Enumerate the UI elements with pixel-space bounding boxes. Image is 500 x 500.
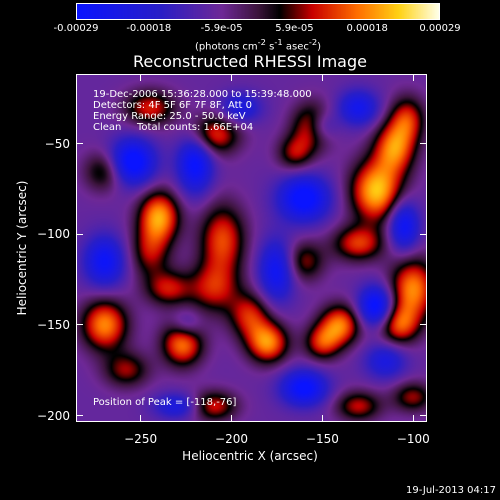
info-time-range: 19-Dec-2006 15:36:28.000 to 15:39:48.000 xyxy=(93,89,312,100)
y-tick-mark xyxy=(77,143,83,145)
x-tick-mark xyxy=(321,415,323,421)
y-tick-mark xyxy=(77,415,83,417)
colorbar-units: (photons cm-2 s-1 asec-2) xyxy=(194,37,322,53)
y-tick-mark xyxy=(77,233,83,235)
x-tick-label: −250 xyxy=(124,432,158,446)
info-peak-position: Position of Peak = [-118,-76] xyxy=(93,397,237,408)
colorbar-tick-label: 0.00018 xyxy=(346,23,388,34)
plot-area: 19-Dec-2006 15:36:28.000 to 15:39:48.000… xyxy=(76,74,427,422)
x-tick-mark xyxy=(412,415,414,421)
x-tick-mark xyxy=(231,75,232,81)
x-tick-label: −150 xyxy=(305,432,339,446)
y-tick-label: −50 xyxy=(44,136,70,151)
y-tick-label: −200 xyxy=(37,408,70,423)
info-clean: Clean xyxy=(93,122,122,133)
info-total-counts: Total counts: 1.66E+04 xyxy=(137,122,254,133)
colorbar-tick-label: -0.00029 xyxy=(53,23,99,34)
y-tick-label: −150 xyxy=(37,317,70,332)
colorbar-tick-label: 5.9e-05 xyxy=(275,23,314,34)
x-tick-mark xyxy=(231,415,232,421)
x-tick-mark xyxy=(140,415,142,421)
y-tick-mark xyxy=(420,415,426,417)
x-axis-label: Heliocentric X (arcsec) xyxy=(182,449,318,463)
colorbar-gradient xyxy=(77,4,439,19)
y-tick-mark xyxy=(77,324,83,326)
x-tick-label: −200 xyxy=(215,432,248,446)
timestamp: 19-Jul-2013 04:17 xyxy=(405,485,496,496)
colorbar-tick-label: -5.9e-05 xyxy=(200,23,243,34)
info-detectors: Detectors: 4F 5F 6F 7F 8F, Att 0 xyxy=(93,100,253,111)
y-tick-label: −100 xyxy=(37,227,70,242)
y-tick-mark xyxy=(420,324,426,326)
y-tick-mark xyxy=(420,143,426,145)
y-tick-mark xyxy=(420,233,426,235)
chart-title: Reconstructed RHESSI Image xyxy=(133,52,367,71)
info-energy-range: Energy Range: 25.0 - 50.0 keV xyxy=(93,111,246,122)
x-tick-mark xyxy=(321,75,323,81)
colorbar-tick-label: 0.00029 xyxy=(419,23,461,34)
x-tick-mark xyxy=(412,75,414,81)
y-axis-label: Heliocentric Y (arcsec) xyxy=(15,180,29,316)
x-tick-mark xyxy=(140,75,142,81)
heatmap-image xyxy=(77,75,426,421)
colorbar-tick-label: -0.00018 xyxy=(126,23,172,34)
x-tick-label: −100 xyxy=(396,432,430,446)
colorbar xyxy=(76,3,440,20)
